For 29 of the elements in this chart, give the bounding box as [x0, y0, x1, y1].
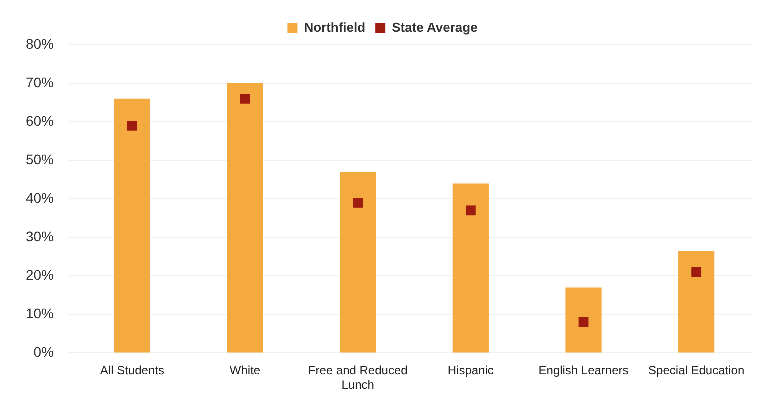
x-tick-label: English Learners — [538, 364, 629, 378]
y-tick-label: 70% — [26, 74, 54, 90]
x-tick-label: All Students — [100, 364, 164, 378]
point — [578, 317, 589, 328]
bar — [452, 184, 489, 353]
y-tick-label: 30% — [26, 228, 54, 244]
point — [240, 94, 250, 104]
y-tick-label: 0% — [34, 344, 54, 360]
bar — [566, 288, 602, 353]
bar — [227, 84, 264, 353]
x-tick-label: Special Education — [648, 364, 745, 378]
y-tick-label: 20% — [26, 267, 54, 284]
x-tick-label: White — [230, 364, 261, 378]
legend-label: State Average — [392, 20, 478, 36]
point — [353, 198, 364, 208]
y-tick-label: 10% — [26, 306, 54, 322]
y-tick-label: 60% — [26, 112, 54, 129]
bar — [678, 251, 715, 353]
y-tick-label: 80% — [26, 36, 54, 52]
point — [692, 267, 702, 278]
x-tick-label: Free and Reduced Lunch — [308, 364, 408, 392]
legend-label: Northfield — [304, 20, 366, 36]
point — [466, 206, 476, 216]
x-tick-label: Hispanic — [448, 364, 494, 378]
bar — [340, 172, 376, 353]
point — [127, 120, 138, 131]
y-tick-label: 50% — [26, 151, 54, 168]
bar — [114, 98, 150, 353]
y-tick-label: 40% — [26, 190, 54, 206]
